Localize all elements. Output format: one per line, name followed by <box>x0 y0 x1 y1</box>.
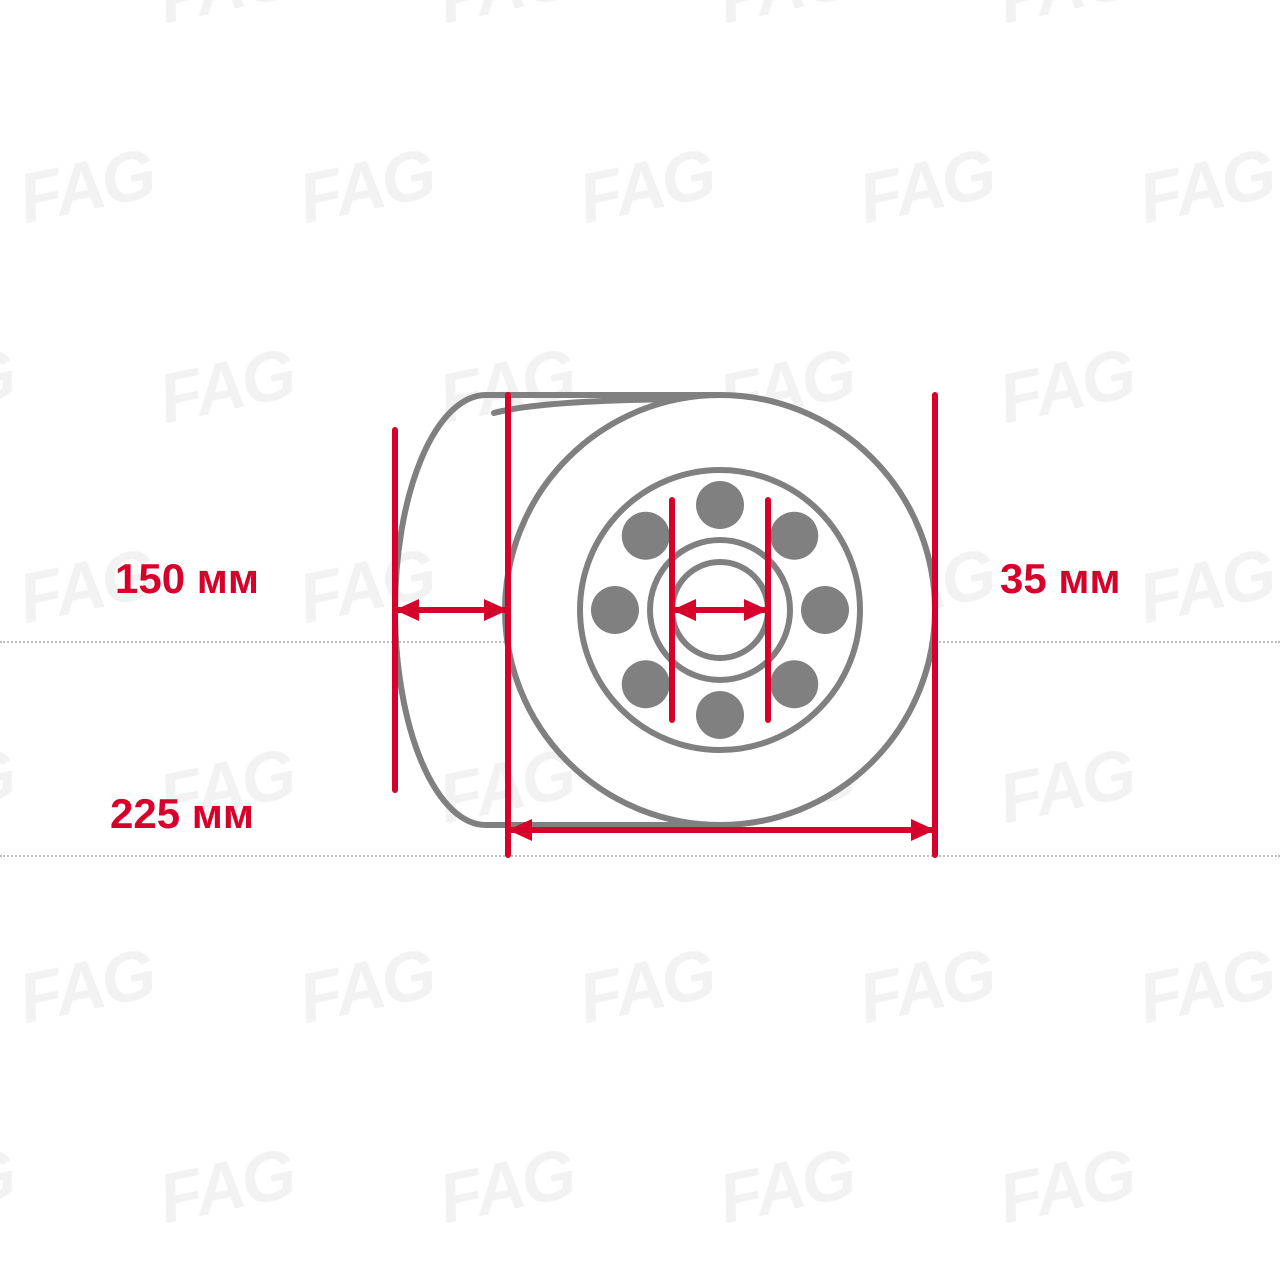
ball <box>801 586 849 634</box>
ball <box>770 512 818 560</box>
ball <box>696 481 744 529</box>
diagram-stage: FAGFAGFAGFAGFAGFAGFAGFAGFAGFAGFAGFAGFAGF… <box>0 0 1280 1280</box>
ball <box>770 660 818 708</box>
arrowhead-right <box>911 819 935 841</box>
label-35mm: 35 мм <box>1000 555 1121 603</box>
label-225mm: 225 мм <box>110 790 254 838</box>
label-150mm: 150 мм <box>115 555 259 603</box>
arrowhead-left <box>395 599 419 621</box>
bearing-drawing <box>0 0 1280 1280</box>
ball <box>622 512 670 560</box>
ball <box>696 691 744 739</box>
ball <box>591 586 639 634</box>
ball <box>622 660 670 708</box>
